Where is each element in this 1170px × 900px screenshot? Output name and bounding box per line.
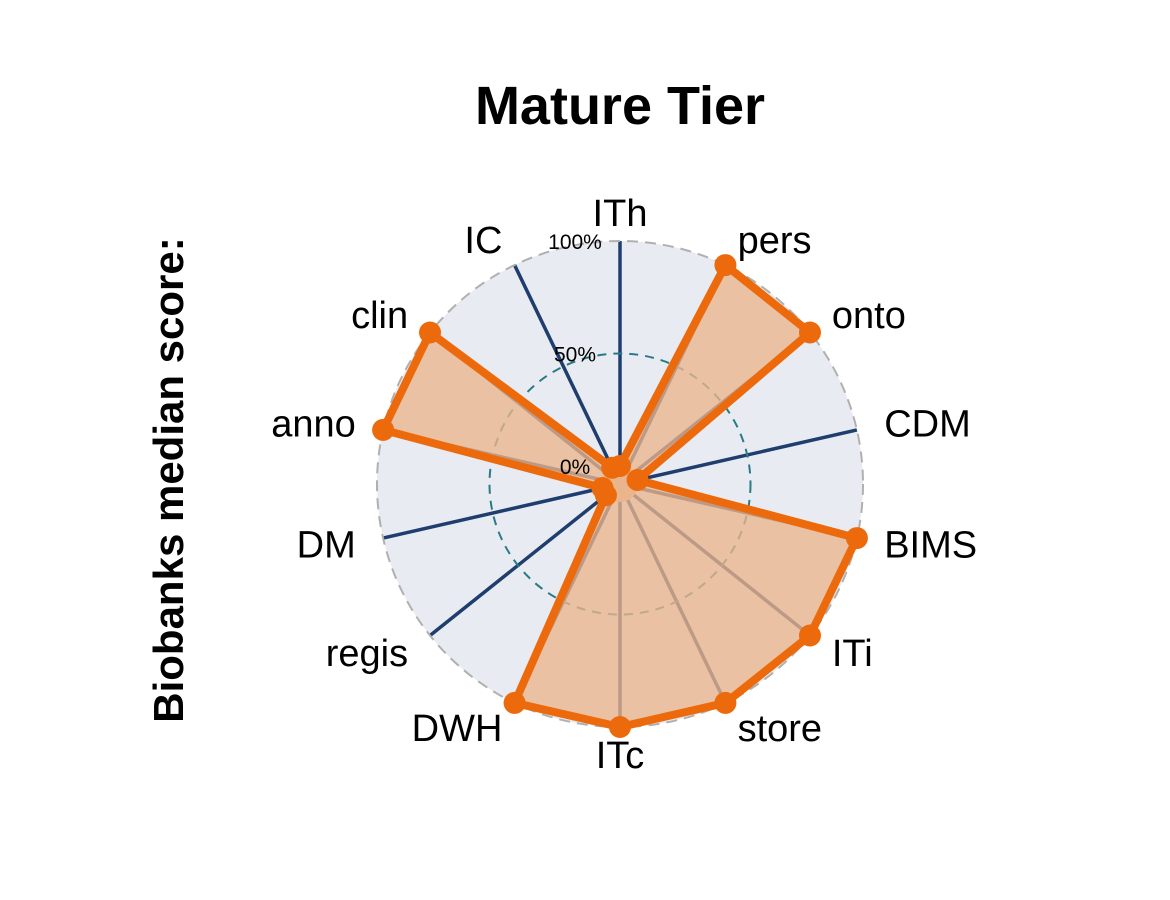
data-point-cdm xyxy=(626,468,649,491)
category-label-clin: clin xyxy=(351,295,408,337)
data-point-dm xyxy=(591,477,614,500)
tick-label-50: 50% xyxy=(554,344,596,367)
data-point-clin xyxy=(419,321,442,344)
data-point-bims xyxy=(845,527,868,550)
data-point-iti xyxy=(798,624,821,647)
data-point-onto xyxy=(798,321,821,344)
category-label-onto: onto xyxy=(832,295,906,337)
category-label-anno: anno xyxy=(271,404,356,446)
category-label-regis: regis xyxy=(326,633,408,675)
category-label-itc: ITc xyxy=(596,735,645,777)
spoke-dm xyxy=(382,482,621,540)
data-point-pers xyxy=(714,254,737,277)
category-label-ic: IC xyxy=(464,220,502,262)
category-label-bims: BIMS xyxy=(884,524,977,566)
category-label-iti: ITi xyxy=(832,633,873,675)
data-point-itc xyxy=(609,716,631,738)
chart-title: Mature Tier xyxy=(475,76,765,136)
grid-ring-50 xyxy=(488,352,752,616)
category-label-cdm: CDM xyxy=(884,404,971,446)
category-label-pers: pers xyxy=(738,220,812,262)
y-axis-label: Biobanks median score: xyxy=(145,237,192,722)
data-point-ic xyxy=(601,456,624,479)
radial-tick-labels: 0% 50% 100% xyxy=(548,231,602,479)
category-label-ith: ITh xyxy=(593,193,648,235)
plot-area: 0% 50% 100% ITh pers onto CDM BIMS ITi s… xyxy=(271,193,977,777)
spoke-ic xyxy=(512,264,622,485)
spoke-cdm xyxy=(619,428,858,486)
spoke-regis xyxy=(428,482,622,637)
category-label-store: store xyxy=(738,708,822,750)
tick-label-100: 100% xyxy=(548,231,602,254)
category-label-dwh: DWH xyxy=(412,708,503,750)
data-point-dwh xyxy=(503,691,526,714)
data-point-anno xyxy=(372,418,395,441)
data-point-store xyxy=(714,691,737,714)
tick-label-0: 0% xyxy=(560,456,590,479)
category-labels: ITh pers onto CDM BIMS ITi store ITc DWH… xyxy=(271,193,977,777)
category-label-dm: DM xyxy=(297,524,356,566)
data-points xyxy=(372,254,868,738)
